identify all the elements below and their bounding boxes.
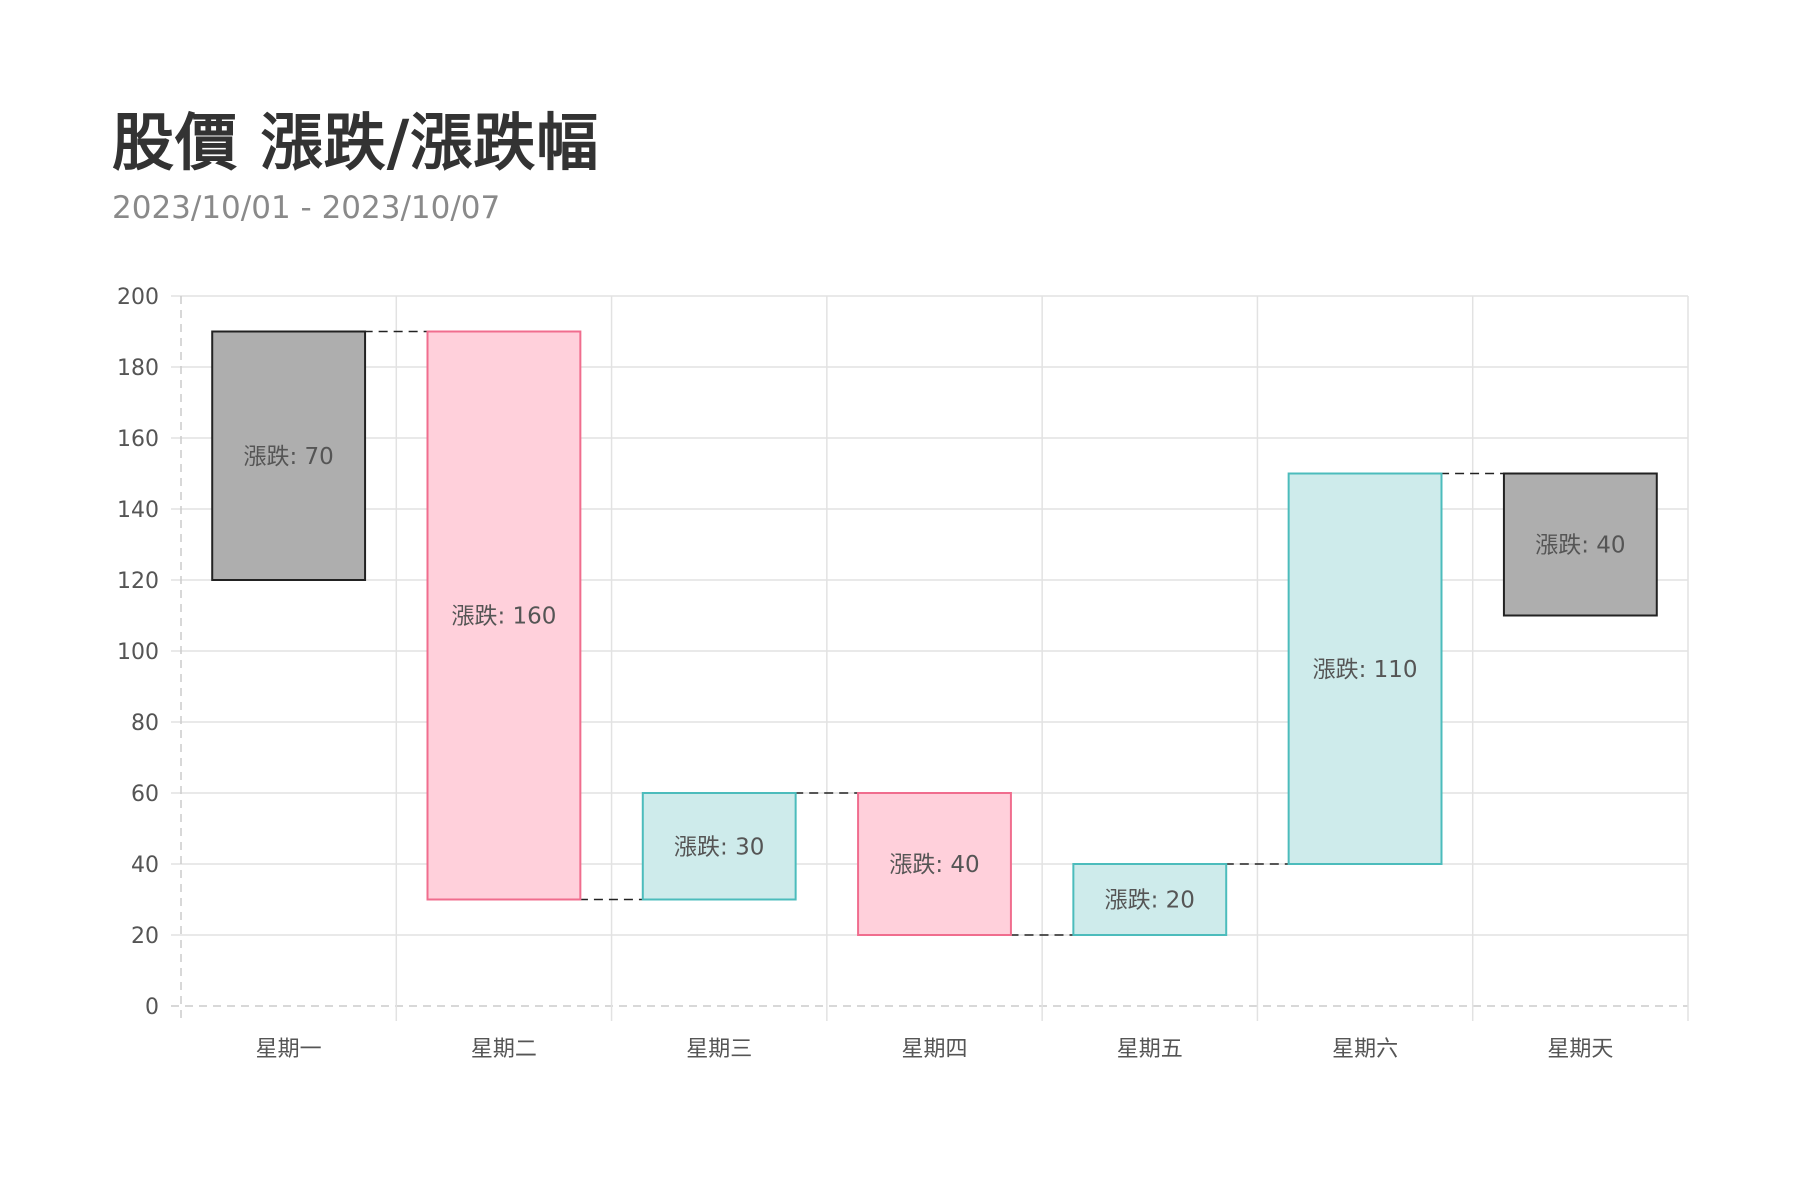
bar-value-label: 漲跌: 40 <box>889 852 979 878</box>
x-tick-label: 星期二 <box>471 1037 537 1062</box>
x-tick-label: 星期天 <box>1547 1037 1613 1062</box>
y-tick-label: 160 <box>117 427 159 452</box>
y-tick-label: 60 <box>131 782 159 807</box>
bar-value-label: 漲跌: 40 <box>1535 533 1625 559</box>
x-tick-label: 星期四 <box>901 1037 967 1062</box>
bar-value-label: 漲跌: 160 <box>451 604 556 630</box>
bar-value-label: 漲跌: 70 <box>243 444 333 470</box>
bar-decrease <box>857 792 1012 936</box>
y-tick-label: 120 <box>117 569 159 594</box>
y-tick-label: 0 <box>145 995 159 1020</box>
bar-increase <box>1287 472 1443 865</box>
y-tick-label: 40 <box>131 853 159 878</box>
y-tick-label: 80 <box>131 711 159 736</box>
x-tick-label: 星期六 <box>1332 1037 1398 1062</box>
bar-increase <box>1072 863 1228 936</box>
x-tick-label: 星期三 <box>686 1037 752 1062</box>
y-tick-label: 140 <box>117 498 159 523</box>
bar-value-label: 漲跌: 110 <box>1313 657 1418 683</box>
y-tick-label: 100 <box>117 640 159 665</box>
chart-subtitle: 2023/10/01 - 2023/10/07 <box>112 190 501 226</box>
bar-labels: 漲跌: 70 漲跌: 160 漲跌: 30 漲跌: 40 漲跌: 20 漲跌: 110 漲跌… <box>243 444 1625 914</box>
bar-value-label: 漲跌: 20 <box>1105 888 1195 914</box>
x-axis-ticks: 星期一 星期二 星期三 星期四 星期五 星期六 星期天 <box>256 1037 1614 1062</box>
y-axis-ticks: 0 20 40 60 80 100 120 140 160 180 200 <box>117 285 159 1020</box>
x-tick-label: 星期一 <box>256 1037 322 1062</box>
y-tick-label: 200 <box>117 285 159 310</box>
chart-title: 股價 漲跌/漲跌幅 <box>112 106 600 179</box>
y-tick-label: 180 <box>117 356 159 381</box>
bars <box>211 330 1658 936</box>
bar-total <box>211 330 367 581</box>
bar-value-label: 漲跌: 30 <box>674 834 764 860</box>
bar-increase <box>641 792 797 901</box>
bar-decrease <box>426 330 582 901</box>
bar-total <box>1502 472 1658 617</box>
y-tick-label: 20 <box>131 924 159 949</box>
x-tick-label: 星期五 <box>1117 1037 1183 1062</box>
